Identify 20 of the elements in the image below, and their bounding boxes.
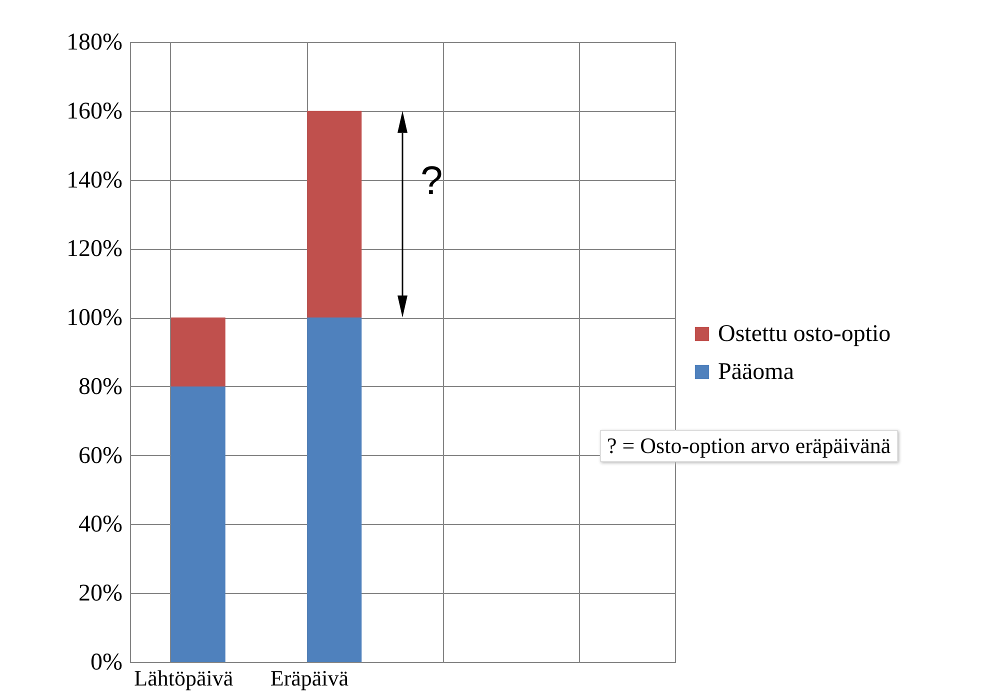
annotation: ? = Osto-option arvo eräpäivänä [600, 430, 898, 462]
bar [307, 110, 362, 318]
bar [307, 318, 362, 662]
y-tick-label: 60% [78, 442, 122, 469]
y-tick-label: 20% [78, 580, 122, 607]
legend-label: Pääoma [718, 359, 794, 385]
y-tick-label: 120% [66, 236, 122, 262]
x-tick-label: Eräpäivä [270, 666, 349, 690]
y-tick-label: 40% [78, 512, 122, 538]
bar [170, 318, 226, 386]
legend-label: Ostettu osto-optio [718, 321, 891, 347]
annotation: ? [420, 159, 443, 204]
y-tick-label: 180% [66, 30, 122, 56]
y-tick-label: 100% [66, 305, 122, 332]
y-tick-label: 160% [66, 98, 122, 124]
y-tick-label: 0% [90, 650, 122, 676]
bar [170, 386, 226, 662]
y-tick-label: 140% [66, 167, 122, 194]
y-tick-label: 80% [78, 374, 122, 400]
x-tick-label: Lähtöpäivä [134, 666, 234, 690]
